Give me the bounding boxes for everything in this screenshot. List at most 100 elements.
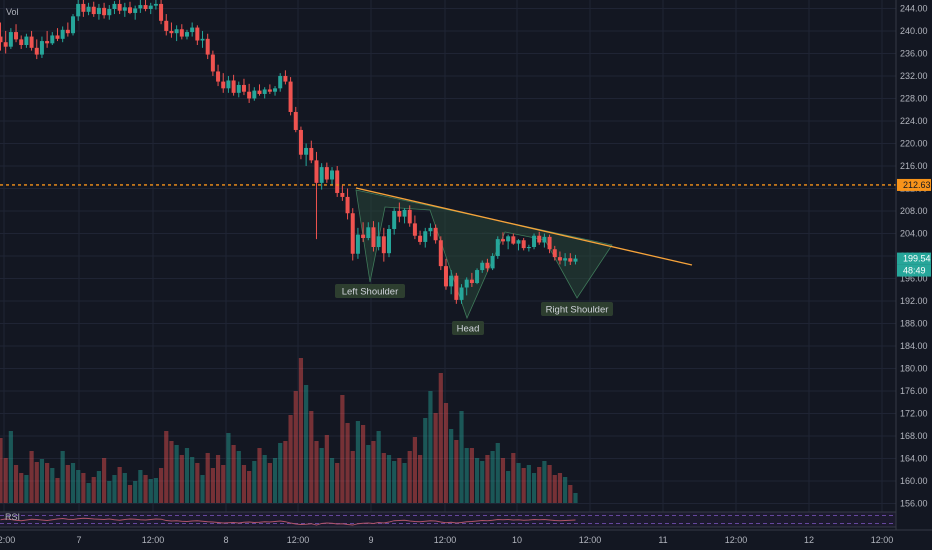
candle-body xyxy=(122,7,127,11)
volume-bar xyxy=(329,458,335,503)
volume-bar xyxy=(371,441,376,503)
price-tick-label: 236.00 xyxy=(900,48,928,58)
price-tick-label: 176.00 xyxy=(900,386,928,396)
candle-body xyxy=(345,196,350,214)
candle-body xyxy=(76,3,81,17)
time-tick-label: 8 xyxy=(223,535,228,545)
resistance-price-tag: 212.63 xyxy=(903,180,931,190)
volume-bar xyxy=(568,485,573,503)
time-tick-label: 9 xyxy=(368,535,373,545)
volume-bar xyxy=(143,475,148,503)
volume-bar xyxy=(449,429,454,503)
volume-bars xyxy=(0,358,578,503)
volume-bar xyxy=(241,465,247,503)
candle-body xyxy=(0,36,3,43)
volume-bar xyxy=(500,458,506,503)
candle-body xyxy=(480,262,485,271)
candle-body xyxy=(511,236,516,244)
volume-bar xyxy=(283,441,288,503)
candle-body xyxy=(521,240,526,249)
price-tick-label: 232.00 xyxy=(900,71,928,81)
pattern-label-box xyxy=(452,321,484,335)
candle-body xyxy=(174,29,179,34)
volume-bar xyxy=(293,391,298,503)
volume-bar xyxy=(557,473,563,503)
volume-bar xyxy=(252,461,257,503)
candle-body xyxy=(226,80,231,89)
candle-body xyxy=(371,227,376,247)
volume-bar xyxy=(184,448,190,503)
candle-body xyxy=(376,236,381,247)
volume-bar xyxy=(376,431,381,503)
candle-body xyxy=(262,89,267,94)
candle-body xyxy=(397,210,402,217)
volume-bar xyxy=(158,468,164,503)
volume-bar xyxy=(397,458,402,503)
bar-countdown-tag: 48:49 xyxy=(903,266,926,276)
candle-body xyxy=(159,3,164,21)
volume-bar xyxy=(91,477,96,503)
volume-bar xyxy=(174,445,179,503)
volume-bar xyxy=(153,478,158,503)
price-tick-label: 184.00 xyxy=(900,341,928,351)
candle-body xyxy=(112,3,117,10)
price-tick-label: 156.00 xyxy=(900,499,928,509)
candle-body xyxy=(309,147,314,161)
volume-indicator-label[interactable]: Vol xyxy=(6,7,19,17)
candle-body xyxy=(516,240,521,244)
candle-body xyxy=(402,209,407,217)
candle-body xyxy=(324,167,329,180)
volume-bar xyxy=(39,459,45,503)
candle-body xyxy=(506,236,511,242)
grid xyxy=(0,0,896,512)
rsi-label[interactable]: RSI xyxy=(5,512,20,522)
volume-bar xyxy=(417,455,423,503)
candlesticks xyxy=(0,0,578,304)
candle-body xyxy=(205,38,210,55)
candle-body xyxy=(117,3,122,11)
volume-bar xyxy=(309,411,314,503)
volume-bar xyxy=(345,423,350,503)
volume-bar xyxy=(86,483,91,503)
price-tick-label: 220.00 xyxy=(900,138,928,148)
candle-body xyxy=(278,75,283,89)
candle-body xyxy=(330,170,335,180)
volume-bar xyxy=(319,448,324,503)
candle-body xyxy=(91,6,96,15)
candle-body xyxy=(216,71,221,82)
volume-bar xyxy=(231,445,236,503)
candle-body xyxy=(454,275,459,300)
time-axis[interactable]: 12:00 7 12:00 8 12:00 9 12:00 10 12:00 11 12:00 12 1… xyxy=(0,529,932,545)
volume-bar xyxy=(547,465,552,503)
price-tick-label: 224.00 xyxy=(900,116,928,126)
volume-bar xyxy=(200,475,205,503)
candle-body xyxy=(8,32,13,47)
price-tick-label: 196.00 xyxy=(900,274,928,284)
volume-bar xyxy=(573,493,578,503)
volume-bar xyxy=(438,373,443,503)
time-tick-label: 12 xyxy=(804,535,814,545)
volume-bar xyxy=(335,463,340,503)
neckline-trendline[interactable] xyxy=(355,187,693,266)
volume-bar xyxy=(552,475,557,503)
candle-body xyxy=(495,239,500,256)
volume-bar xyxy=(526,465,531,503)
price-axis[interactable]: 156.00 160.00 164.00 168.00 172.00 176.00 180.… xyxy=(895,0,931,530)
volume-bar xyxy=(13,465,19,503)
candle-body xyxy=(381,236,386,254)
candle-body xyxy=(236,84,241,93)
time-tick-label: 11 xyxy=(658,535,667,545)
volume-bar xyxy=(257,448,262,503)
volume-bar xyxy=(50,468,55,503)
candle-body xyxy=(179,29,184,37)
price-tick-label: 160.00 xyxy=(900,476,928,486)
volume-bar xyxy=(366,445,371,503)
candle-body xyxy=(169,30,174,34)
candle-body xyxy=(542,236,547,243)
volume-bar xyxy=(516,463,521,503)
volume-bar xyxy=(355,421,361,503)
volume-bar xyxy=(537,467,542,503)
candle-body xyxy=(407,209,412,224)
candle-body xyxy=(449,275,454,287)
